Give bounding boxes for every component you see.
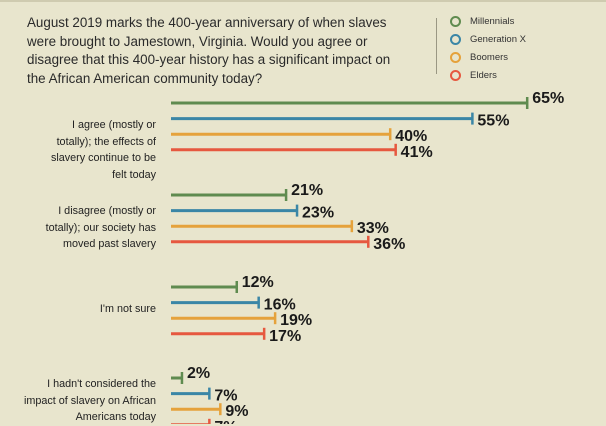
legend-label: Millennials [470, 16, 515, 27]
chart-title: August 2019 marks the 400-year anniversa… [27, 15, 391, 86]
legend-swatch [450, 16, 461, 27]
category-label: I hadn't considered the impact of slaver… [23, 378, 156, 423]
data-label: 40% [395, 128, 427, 145]
category-label: I disagree (mostly or totally); our soci… [45, 205, 156, 250]
data-label: 33% [357, 220, 389, 237]
legend-swatch [450, 34, 461, 45]
data-label: 12% [242, 274, 274, 291]
data-label: 17% [269, 328, 301, 345]
data-label: 55% [477, 113, 509, 130]
legend-divider [436, 18, 437, 74]
data-label: 9% [225, 403, 248, 420]
data-label: 36% [373, 236, 405, 253]
category-label: I'm not sure [99, 303, 156, 315]
top-border [0, 0, 606, 2]
data-label: 65% [532, 90, 564, 107]
legend-item: Generation X [450, 34, 526, 45]
data-label: 2% [187, 365, 210, 382]
data-label: 19% [280, 312, 312, 329]
data-label: 7% [214, 388, 237, 405]
data-label: 23% [302, 205, 334, 222]
data-label: 7% [214, 419, 237, 424]
legend-label: Generation X [470, 34, 526, 45]
legend-item: Millennials [450, 16, 514, 27]
legend-label: Elders [470, 70, 497, 81]
data-label: 16% [264, 297, 296, 314]
legend-label: Boomers [470, 52, 509, 63]
legend-item: Boomers [450, 52, 508, 63]
legend-swatch [450, 70, 461, 81]
data-label: 21% [291, 182, 323, 199]
legend-item: Elders [450, 70, 497, 81]
category-label: I agree (mostly or totally); the effects… [50, 119, 156, 181]
legend-swatch [450, 52, 461, 63]
data-label: 41% [401, 144, 433, 161]
